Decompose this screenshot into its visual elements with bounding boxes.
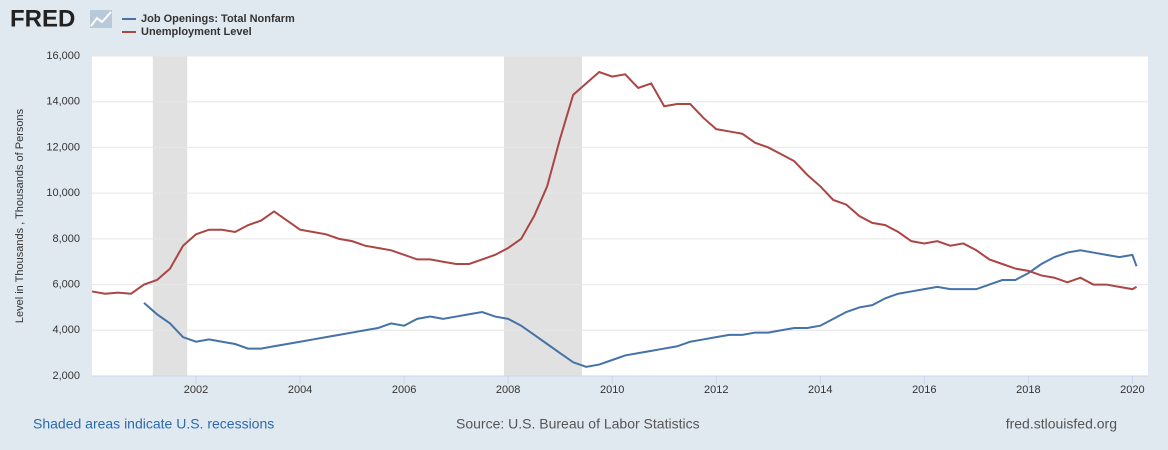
x-tick-label: 2008	[496, 384, 520, 396]
y-tick-label: 2,000	[52, 370, 80, 382]
x-tick-label: 2012	[704, 384, 728, 396]
y-tick-label: 8,000	[52, 233, 80, 245]
series-line	[91, 70, 1138, 295]
logo: FRED	[10, 5, 75, 32]
y-tick-label: 16,000	[46, 50, 80, 62]
y-tick-label: 12,000	[46, 141, 80, 153]
x-tick-label: 2004	[288, 384, 312, 396]
x-tick-label: 2010	[600, 384, 624, 396]
site[interactable]: fred.stlouisfed.org	[1006, 416, 1117, 432]
x-tick-label: 2002	[184, 384, 208, 396]
x-tick-label: 2020	[1120, 384, 1144, 396]
source: Source: U.S. Bureau of Labor Statistics	[456, 416, 700, 432]
y-tick-label: 4,000	[52, 324, 80, 336]
x-tick-label: 2006	[392, 384, 416, 396]
recession-note[interactable]: Shaded areas indicate U.S. recessions	[33, 416, 274, 432]
y-axis-label: Level in Thousands , Thousands of Person…	[14, 108, 26, 323]
series-line	[143, 249, 1138, 368]
y-tick-label: 10,000	[46, 187, 80, 199]
y-tick-label: 14,000	[46, 96, 80, 108]
logo-icon	[90, 10, 112, 28]
x-tick-label: 2014	[808, 384, 832, 396]
y-tick-label: 6,000	[52, 278, 80, 290]
recession-band	[152, 56, 188, 376]
legend-label: Job Openings: Total Nonfarm	[141, 13, 295, 25]
plot-area	[92, 56, 1148, 376]
x-tick-label: 2016	[912, 384, 936, 396]
legend-label: Unemployment Level	[141, 26, 252, 38]
x-tick-label: 2018	[1016, 384, 1040, 396]
